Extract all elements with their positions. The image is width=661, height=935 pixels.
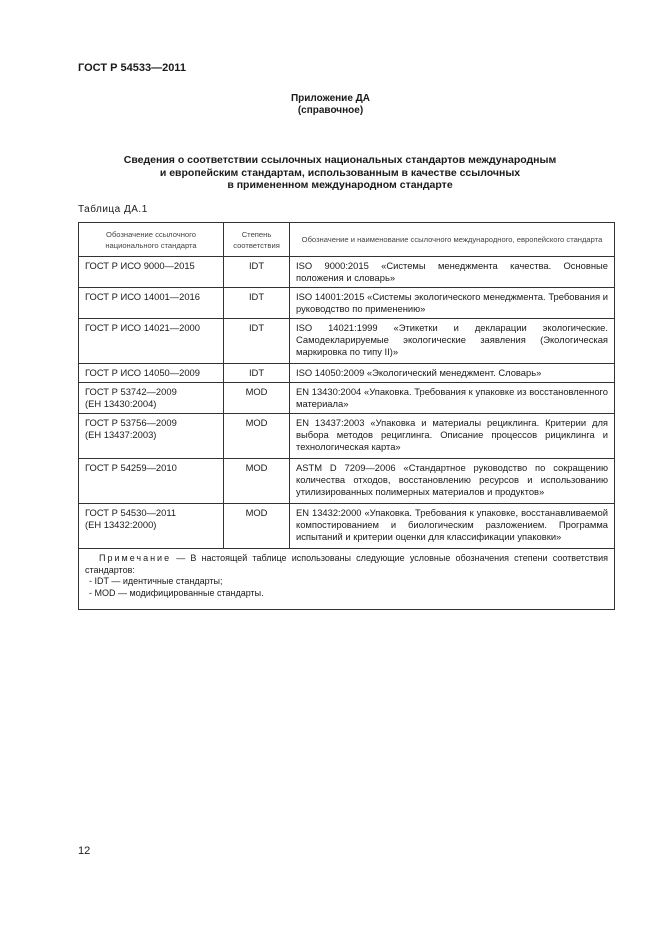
appendix-subtitle: (справочное) — [297, 105, 364, 116]
national-standard: ГОСТ Р ИСО 9000—2015 — [85, 260, 195, 271]
degree-cell: IDT — [223, 287, 290, 319]
national-standard-cell: ГОСТ Р ИСО 14021—2000 — [78, 318, 224, 364]
national-standard: ГОСТ Р 54530—2011 — [85, 507, 177, 518]
degree-cell: IDT — [223, 256, 290, 288]
note-label: Примечание — [99, 553, 172, 563]
title-line: и европейским стандартам, использованным… — [159, 166, 521, 179]
section-title: Сведения о соответствии ссылочных национ… — [60, 154, 620, 192]
degree-cell: MOD — [223, 413, 290, 459]
column-header: Обозначение ссылочного национального ста… — [78, 222, 224, 257]
international-standard-cell: ISO 14021:1999 «Этикетки и декларации эк… — [289, 318, 615, 364]
table-row: ГОСТ Р ИСО 14050—2009 IDT ISO 14050:2009 «… — [78, 363, 615, 383]
national-standard-equivalent: (ЕН 13432:2000) — [85, 519, 157, 530]
national-standard-equivalent: (ЕН 13437:2003) — [85, 429, 157, 440]
table-row: ГОСТ Р 53756—2009 (ЕН 13437:2003) MOD EN 13… — [78, 413, 615, 459]
document-code: ГОСТ Р 54533—2011 — [78, 62, 186, 74]
national-standard: ГОСТ Р ИСО 14050—2009 — [85, 367, 200, 378]
degree-cell: MOD — [223, 503, 290, 549]
international-standard-cell: EN 13432:2000 «Упаковка. Требования к уп… — [289, 503, 615, 549]
international-standard-cell: ISO 14001:2015 «Системы экологического м… — [289, 287, 615, 319]
national-standard-cell: ГОСТ Р 53742—2009 (ЕН 13430:2004) — [78, 382, 224, 414]
national-standard-cell: ГОСТ Р 54530—2011 (ЕН 13432:2000) — [78, 503, 224, 549]
national-standard: ГОСТ Р 54259—2010 — [85, 462, 177, 473]
national-standard: ГОСТ Р 53756—2009 — [85, 417, 177, 428]
table-row: ГОСТ Р ИСО 9000—2015 IDT ISO 9000:2015 «Си… — [78, 256, 615, 288]
table-row: ГОСТ Р 54530—2011 (ЕН 13432:2000) MOD EN 13… — [78, 503, 615, 549]
national-standard: ГОСТ Р ИСО 14021—2000 — [85, 322, 200, 333]
table-note: Примечание — В настоящей таблице использ… — [78, 548, 615, 610]
international-standard-cell: ISO 9000:2015 «Системы менеджмента качес… — [289, 256, 615, 288]
note-text: — В настоящей таблице использованы следу… — [85, 553, 608, 575]
correspondence-table: Обозначение ссылочного национального ста… — [78, 222, 615, 610]
note-item: - MOD — модифицированные стандарты. — [89, 587, 264, 598]
national-standard: ГОСТ Р 53742—2009 — [85, 386, 177, 397]
table-label: Таблица ДА.1 — [78, 204, 148, 215]
degree-cell: MOD — [223, 382, 290, 414]
national-standard: ГОСТ Р ИСО 14001—2016 — [85, 291, 200, 302]
title-line: в примененном международном стандарте — [227, 179, 453, 191]
table-row: ГОСТ Р ИСО 14001—2016 IDT ISO 14001:2015 «… — [78, 287, 615, 319]
appendix-title: Приложение ДА — [290, 93, 371, 104]
column-header: Обозначение и наименование ссылочного ме… — [289, 222, 615, 257]
national-standard-cell: ГОСТ Р ИСО 14050—2009 — [78, 363, 224, 383]
national-standard-cell: ГОСТ Р ИСО 9000—2015 — [78, 256, 224, 288]
international-standard-cell: EN 13437:2003 «Упаковка и материалы реци… — [289, 413, 615, 459]
note-item: - IDT — идентичные стандарты; — [89, 576, 223, 586]
national-standard-cell: ГОСТ Р ИСО 14001—2016 — [78, 287, 224, 319]
title-line: Сведения о соответствии ссылочных национ… — [123, 154, 557, 166]
degree-cell: MOD — [223, 458, 290, 504]
degree-cell: IDT — [223, 363, 290, 383]
national-standard-equivalent: (ЕН 13430:2004) — [85, 398, 157, 409]
international-standard-cell: ASTM D 7209—2006 «Стандартное руководств… — [289, 458, 615, 504]
national-standard-cell: ГОСТ Р 54259—2010 — [78, 458, 224, 504]
international-standard-cell: ISO 14050:2009 «Экологический менеджмент… — [289, 363, 615, 383]
degree-cell: IDT — [223, 318, 290, 364]
table-row: ГОСТ Р 54259—2010 MOD ASTM D 7209—2006 «Ст… — [78, 458, 615, 504]
appendix-heading: Приложение ДА (справочное) — [0, 93, 661, 117]
page-number: 12 — [78, 845, 91, 857]
international-standard-cell: EN 13430:2004 «Упаковка. Требования к уп… — [289, 382, 615, 414]
table-row: ГОСТ Р ИСО 14021—2000 IDT ISO 14021:1999 «… — [78, 318, 615, 364]
column-header: Степень соответствия — [223, 222, 290, 257]
national-standard-cell: ГОСТ Р 53756—2009 (ЕН 13437:2003) — [78, 413, 224, 459]
table-row: ГОСТ Р 53742—2009 (ЕН 13430:2004) MOD EN 13… — [78, 382, 615, 414]
